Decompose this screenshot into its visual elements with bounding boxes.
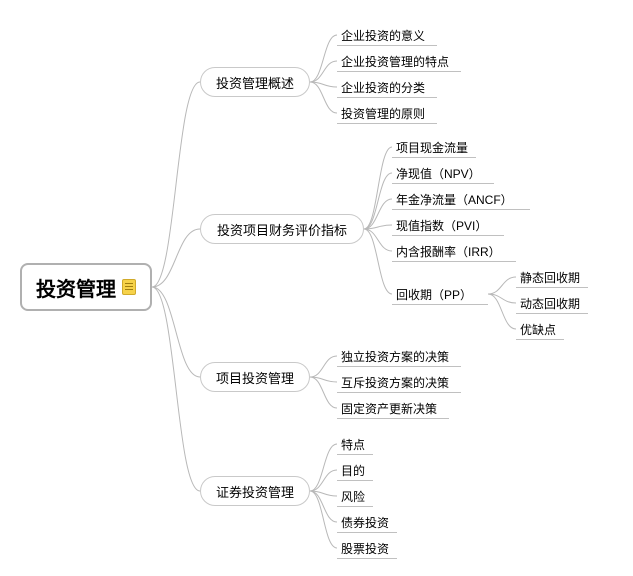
- branch-1-leaf-2: 年金净流量（ANCF）: [392, 190, 530, 208]
- note-icon: [122, 279, 136, 295]
- branch-0: 投资管理概述: [200, 67, 310, 97]
- branch-3-leaf-0-label: 特点: [341, 436, 365, 453]
- branch-2-leaf-1-label: 互斥投资方案的决策: [341, 374, 449, 391]
- branch-1-leaf-5-sub-2: 优缺点: [516, 320, 564, 338]
- branch-0-label: 投资管理概述: [216, 73, 294, 92]
- branch-3-leaf-1: 目的: [337, 461, 373, 479]
- branch-1-leaf-0: 项目现金流量: [392, 138, 476, 156]
- branch-1-leaf-5-sub-2-label: 优缺点: [520, 321, 556, 338]
- branch-1-leaf-2-label: 年金净流量（ANCF）: [396, 191, 513, 208]
- branch-1-leaf-0-label: 项目现金流量: [396, 139, 468, 156]
- branch-1-leaf-5-sub-0: 静态回收期: [516, 268, 588, 286]
- branch-0-leaf-0-label: 企业投资的意义: [341, 27, 425, 44]
- branch-1-leaf-4: 内含报酬率（IRR）: [392, 242, 516, 260]
- branch-1-leaf-1: 净现值（NPV）: [392, 164, 494, 182]
- branch-1-leaf-3: 现值指数（PVI）: [392, 216, 504, 234]
- branch-3-leaf-0: 特点: [337, 435, 373, 453]
- branch-1-leaf-5-sub-1-label: 动态回收期: [520, 295, 580, 312]
- branch-3-leaf-1-label: 目的: [341, 462, 365, 479]
- branch-2-label: 项目投资管理: [216, 368, 294, 387]
- branch-3-leaf-2: 风险: [337, 487, 373, 505]
- branch-3-leaf-3-label: 债券投资: [341, 514, 389, 531]
- branch-1-leaf-5-sub-0-label: 静态回收期: [520, 269, 580, 286]
- branch-3-label: 证券投资管理: [216, 482, 294, 501]
- branch-1-leaf-1-label: 净现值（NPV）: [396, 165, 481, 182]
- branch-1-leaf-5: 回收期（PP）: [392, 285, 488, 303]
- branch-3-leaf-3: 债券投资: [337, 513, 397, 531]
- branch-3-leaf-4-label: 股票投资: [341, 540, 389, 557]
- branch-0-leaf-2: 企业投资的分类: [337, 78, 437, 96]
- branch-0-leaf-0: 企业投资的意义: [337, 26, 437, 44]
- branch-0-leaf-1-label: 企业投资管理的特点: [341, 53, 449, 70]
- branch-0-leaf-2-label: 企业投资的分类: [341, 79, 425, 96]
- branch-1: 投资项目财务评价指标: [200, 214, 364, 244]
- branch-0-leaf-3: 投资管理的原则: [337, 104, 437, 122]
- branch-2: 项目投资管理: [200, 362, 310, 392]
- branch-3: 证券投资管理: [200, 476, 310, 506]
- branch-1-leaf-5-sub-1: 动态回收期: [516, 294, 588, 312]
- branch-2-leaf-2: 固定资产更新决策: [337, 399, 449, 417]
- root-label: 投资管理: [36, 273, 116, 302]
- root-node: 投资管理: [20, 263, 152, 311]
- branch-2-leaf-2-label: 固定资产更新决策: [341, 400, 437, 417]
- branch-2-leaf-1: 互斥投资方案的决策: [337, 373, 461, 391]
- branch-3-leaf-2-label: 风险: [341, 488, 365, 505]
- branch-1-leaf-4-label: 内含报酬率（IRR）: [396, 243, 501, 260]
- branch-2-leaf-0-label: 独立投资方案的决策: [341, 348, 449, 365]
- branch-1-label: 投资项目财务评价指标: [217, 220, 347, 239]
- branch-1-leaf-5-label: 回收期（PP）: [396, 286, 472, 303]
- branch-3-leaf-4: 股票投资: [337, 539, 397, 557]
- branch-0-leaf-3-label: 投资管理的原则: [341, 105, 425, 122]
- branch-1-leaf-3-label: 现值指数（PVI）: [396, 217, 487, 234]
- branch-0-leaf-1: 企业投资管理的特点: [337, 52, 461, 70]
- branch-2-leaf-0: 独立投资方案的决策: [337, 347, 461, 365]
